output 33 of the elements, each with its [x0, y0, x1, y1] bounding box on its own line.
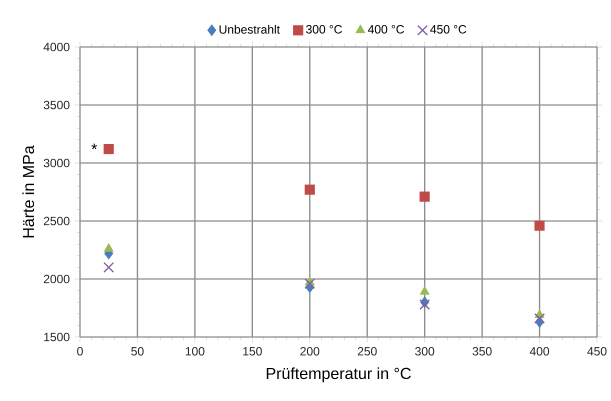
point: [104, 144, 114, 154]
x-tick-label: 350: [472, 347, 492, 356]
point: [304, 184, 315, 195]
y-tick-label: 4000: [44, 42, 70, 52]
y-tick-label: 3000: [44, 158, 70, 168]
x-tick-label: 150: [243, 347, 262, 356]
point: [104, 243, 114, 252]
legend-label: 400 °C: [368, 25, 404, 34]
legend-label: 450 °C: [430, 25, 466, 34]
x-axis-title: Prüftemperatur in °C: [266, 367, 411, 382]
point: [420, 192, 430, 202]
annotation: *: [91, 144, 98, 150]
point: [534, 220, 545, 231]
x-tick-label: 50: [131, 347, 144, 356]
x-tick-label: 300: [415, 347, 434, 356]
y-tick-label: 3500: [44, 100, 70, 110]
y-axis-title: Härte in MPa: [22, 145, 34, 238]
y-tick-label: 2500: [44, 216, 70, 226]
x-tick-label: 250: [358, 347, 377, 356]
point: [103, 262, 114, 273]
x-tick-label: 0: [77, 347, 83, 356]
point: [304, 278, 316, 290]
legend-label: 300 °C: [306, 25, 342, 34]
point: [534, 313, 545, 324]
y-tick-label: 2000: [44, 274, 70, 284]
y-tick-label: 1500: [44, 332, 70, 342]
legend-label: Unbestrahlt: [220, 24, 280, 34]
x-tick-label: 200: [300, 347, 320, 356]
point: [419, 299, 430, 310]
x-tick-label: 450: [587, 347, 607, 356]
point: [420, 286, 430, 295]
x-tick-label: 400: [530, 347, 550, 356]
x-tick-label: 100: [186, 347, 204, 356]
